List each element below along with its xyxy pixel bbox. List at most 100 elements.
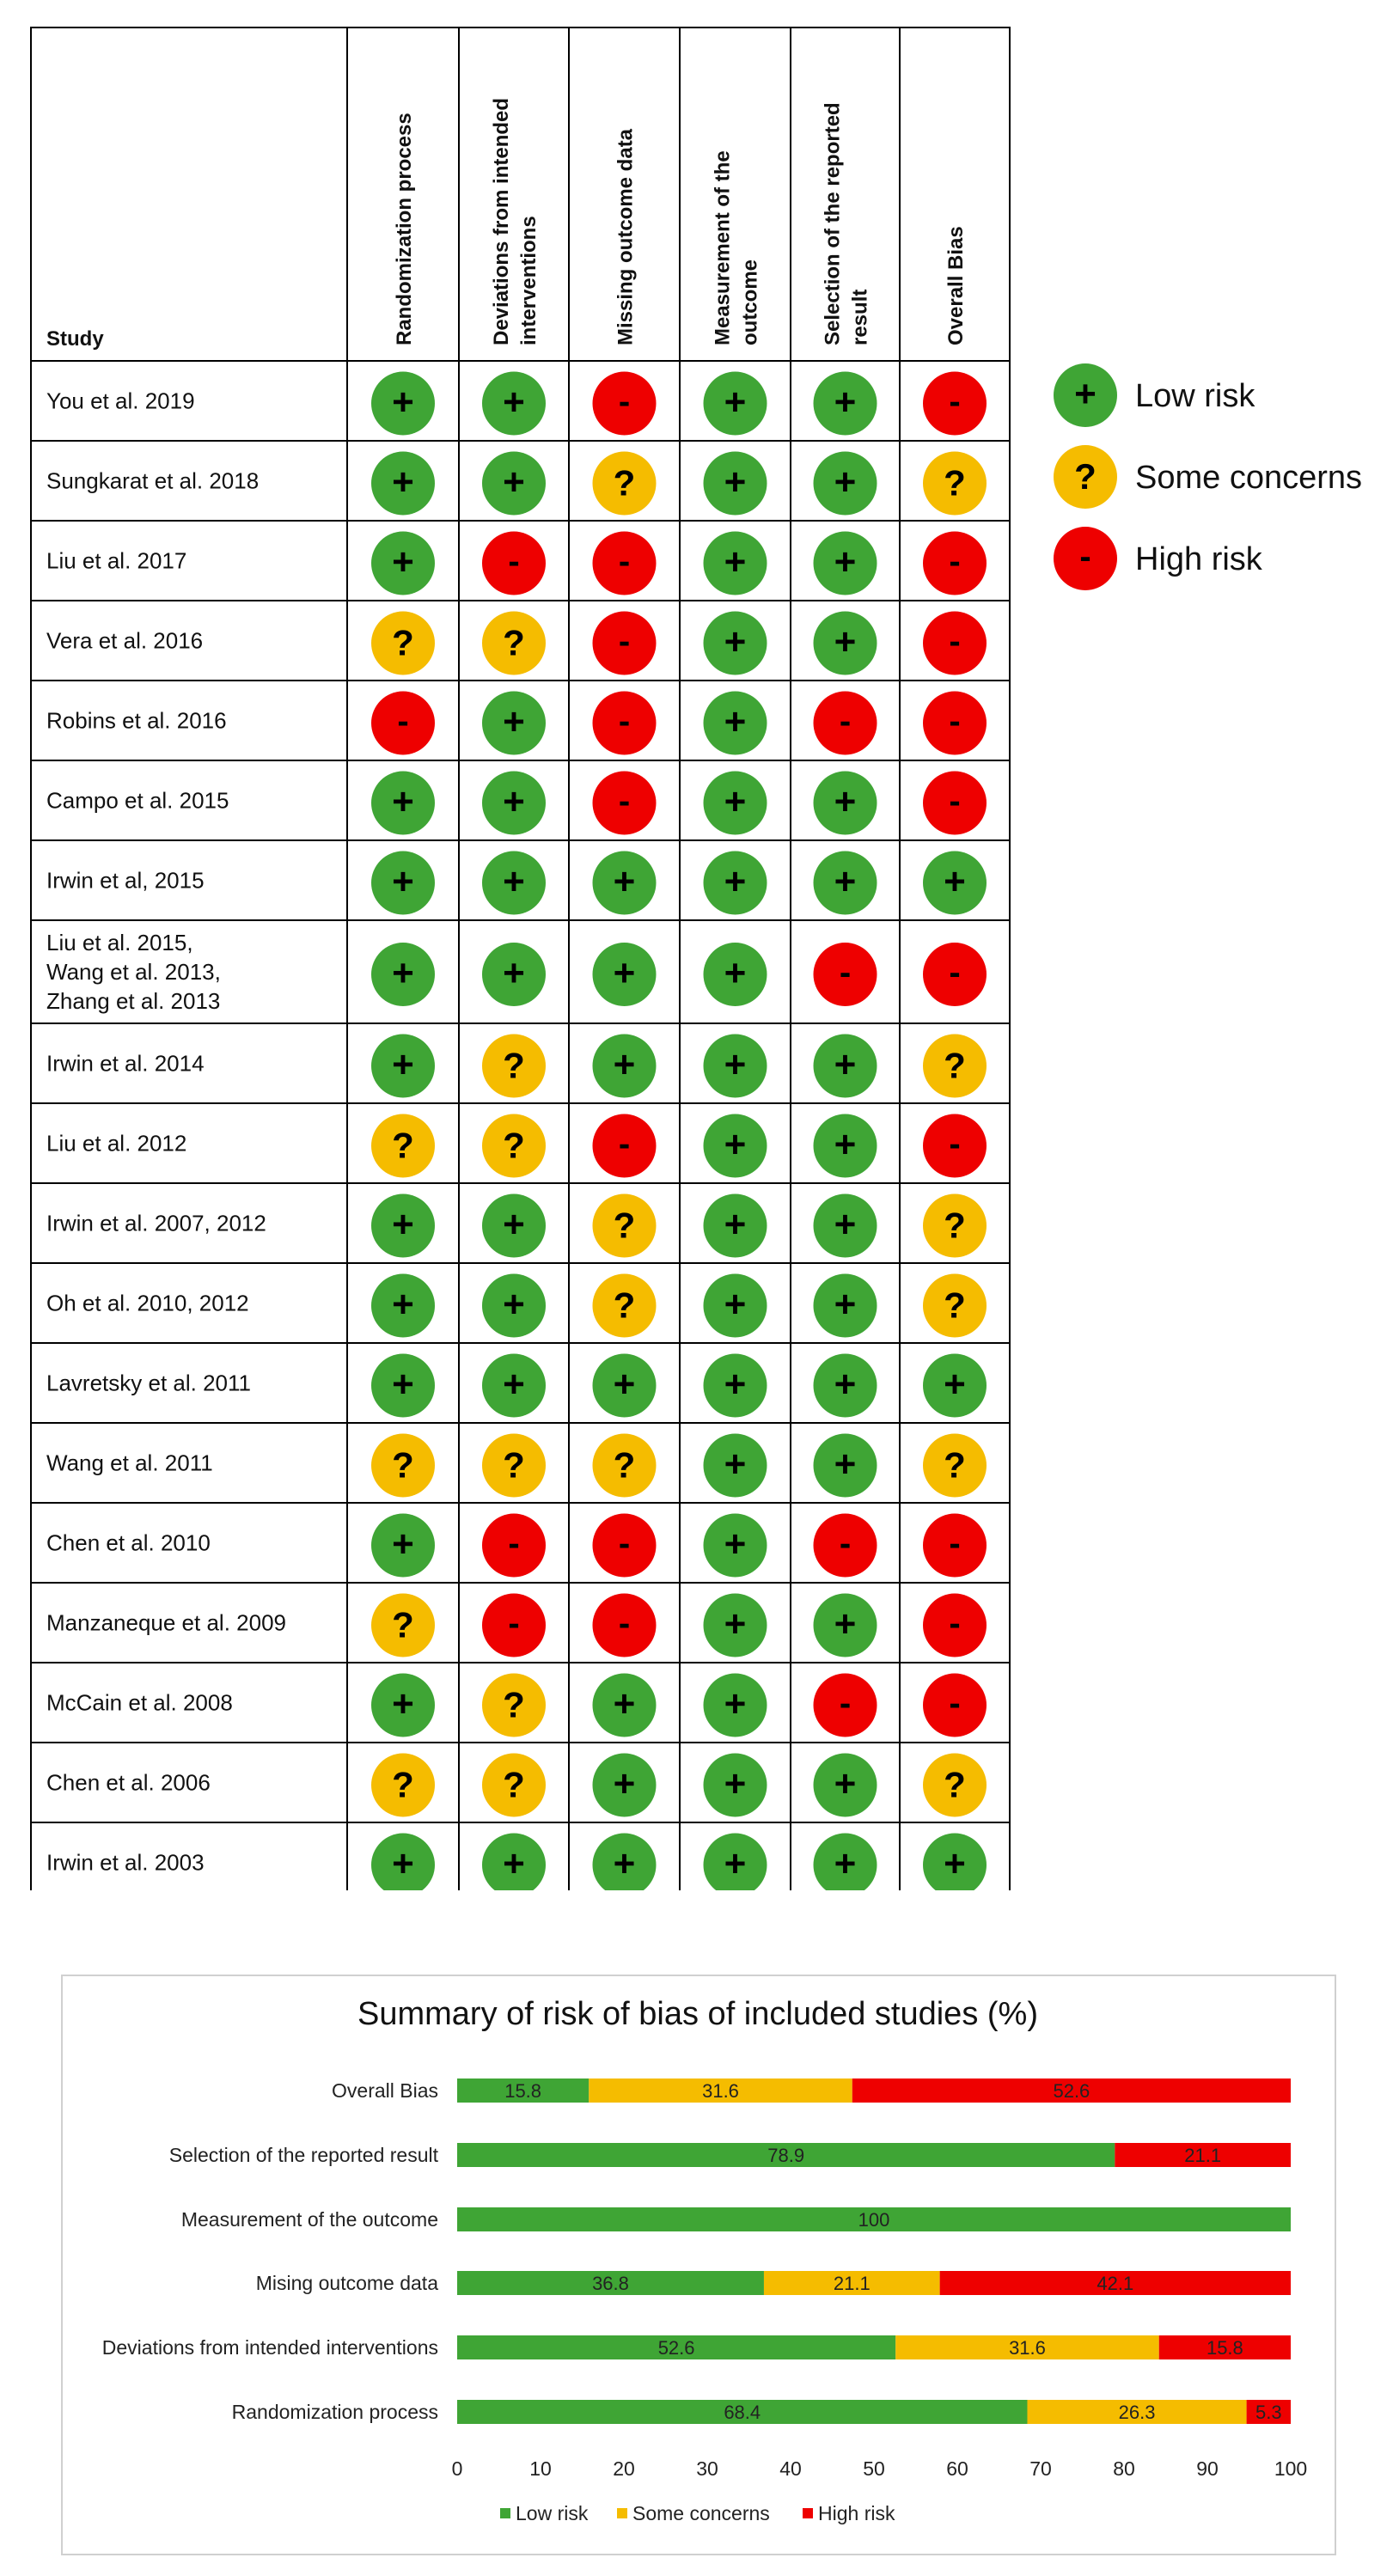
judgement-some-icon: ? — [482, 1114, 546, 1178]
judgement-circle — [592, 1593, 657, 1657]
bar-value-label: 31.6 — [702, 2080, 739, 2102]
judgement-symbol: ? — [944, 1206, 966, 1246]
judgement-low-icon: + — [813, 1273, 877, 1338]
judgement-circle — [592, 1193, 657, 1258]
judgement-symbol: ? — [944, 1765, 966, 1805]
judgement-circle — [923, 611, 987, 675]
judgement-high-icon: - — [482, 1593, 546, 1657]
judgement-symbol: + — [392, 952, 414, 994]
judgement-circle — [813, 1593, 877, 1657]
judgement-symbol: - — [949, 383, 960, 421]
judgement-high-icon: - — [592, 371, 657, 436]
judgement-high-icon: - — [923, 1114, 987, 1178]
judgement-symbol: + — [392, 1044, 414, 1086]
judgement-symbol: - — [840, 1525, 851, 1563]
judgement-symbol: + — [392, 1523, 414, 1566]
judgement-some-icon: ? — [371, 1433, 435, 1498]
bar-value-label: 21.1 — [834, 2273, 871, 2294]
judgement-symbol: + — [503, 701, 525, 743]
judgement-symbol: + — [834, 1843, 857, 1885]
judgement-low-icon: + — [482, 691, 546, 755]
judgement-circle — [923, 851, 987, 915]
legend-some-icon: ? — [1054, 445, 1117, 509]
judgement-circle — [482, 851, 546, 915]
judgement-some-icon: ? — [923, 1273, 987, 1338]
judgement-symbol: + — [614, 1843, 636, 1885]
judgement-low-icon: + — [813, 1034, 877, 1098]
judgement-high-icon: - — [923, 1593, 987, 1657]
judgement-circle — [813, 371, 877, 436]
study-name: Zhang et al. 2013 — [46, 988, 220, 1014]
judgement-circle — [923, 371, 987, 436]
judgement-low-icon: + — [923, 1833, 987, 1890]
judgement-low-icon: + — [592, 1753, 657, 1817]
judgement-circle — [813, 1353, 877, 1418]
study-name: Irwin et al. 2007, 2012 — [46, 1211, 266, 1236]
judgement-symbol: + — [614, 861, 636, 903]
judgement-circle — [703, 611, 767, 675]
judgement-low-icon: + — [813, 1193, 877, 1258]
judgement-circle — [592, 1273, 657, 1338]
judgement-low-icon: + — [371, 943, 435, 1006]
judgement-symbol: + — [834, 1124, 857, 1166]
judgement-circle — [923, 1513, 987, 1578]
judgement-symbol: - — [840, 954, 851, 992]
judgement-symbol: ? — [614, 1445, 636, 1486]
judgement-symbol: + — [834, 621, 857, 663]
judgement-low-icon: + — [482, 371, 546, 436]
judgement-low-icon: + — [482, 451, 546, 516]
judgement-low-icon: + — [371, 1034, 435, 1098]
judgement-low-icon: + — [482, 1193, 546, 1258]
judgement-circle — [371, 1273, 435, 1338]
judgement-symbol: - — [949, 543, 960, 581]
judgement-low-icon: + — [813, 1833, 877, 1890]
judgement-low-icon: + — [813, 771, 877, 835]
study-name: McCain et al. 2008 — [46, 1690, 233, 1716]
judgement-circle — [813, 611, 877, 675]
judgement-symbol: + — [944, 1843, 966, 1885]
judgement-some-icon: ? — [592, 1193, 657, 1258]
judgement-low-icon: + — [371, 1273, 435, 1338]
judgement-high-icon: - — [923, 531, 987, 595]
judgement-circle — [703, 771, 767, 835]
judgement-symbol: + — [503, 781, 525, 823]
judgement-circle — [813, 1753, 877, 1817]
judgement-circle — [482, 1353, 546, 1418]
judgement-low-icon: + — [592, 943, 657, 1006]
judgement-low-icon: + — [482, 1353, 546, 1418]
judgement-legend: + Low risk? Some concerns - High risk — [1054, 363, 1362, 590]
judgement-symbol: + — [834, 861, 857, 903]
bar-value-label: 52.6 — [658, 2337, 695, 2359]
study-name: Irwin et al, 2015 — [46, 868, 205, 894]
x-tick-label: 100 — [1274, 2457, 1307, 2480]
judgement-circle — [482, 691, 546, 755]
study-name: Sungkarat et al. 2018 — [46, 468, 259, 494]
judgement-symbol: + — [392, 461, 414, 504]
judgement-low-icon: + — [703, 1193, 767, 1258]
judgement-high-icon: - — [371, 691, 435, 755]
legend-symbol: + — [1074, 373, 1097, 415]
judgement-symbol: + — [834, 1284, 857, 1326]
judgement-high-icon: - — [923, 371, 987, 436]
bar-high — [1158, 2335, 1291, 2359]
judgement-circle — [371, 1833, 435, 1890]
judgement-some-icon: ? — [371, 611, 435, 675]
judgement-symbol: + — [834, 1364, 857, 1406]
judgement-circle — [703, 1673, 767, 1737]
judgement-symbol: - — [840, 1685, 851, 1723]
x-tick-label: 50 — [863, 2457, 885, 2480]
judgement-symbol: + — [724, 701, 747, 743]
judgement-high-icon: - — [592, 1513, 657, 1578]
judgement-some-icon: ? — [592, 1273, 657, 1338]
judgement-low-icon: + — [703, 1273, 767, 1338]
judgement-some-icon: ? — [592, 451, 657, 516]
judgement-symbol: - — [619, 383, 630, 421]
judgement-low-icon: + — [813, 1593, 877, 1657]
judgement-symbol: + — [724, 1603, 747, 1645]
judgement-symbol: + — [724, 1124, 747, 1166]
bar-some — [895, 2335, 1159, 2359]
judgement-symbol: - — [508, 543, 519, 581]
judgement-high-icon: - — [592, 531, 657, 595]
legend-label: Low risk — [516, 2502, 589, 2524]
judgement-circle — [371, 611, 435, 675]
